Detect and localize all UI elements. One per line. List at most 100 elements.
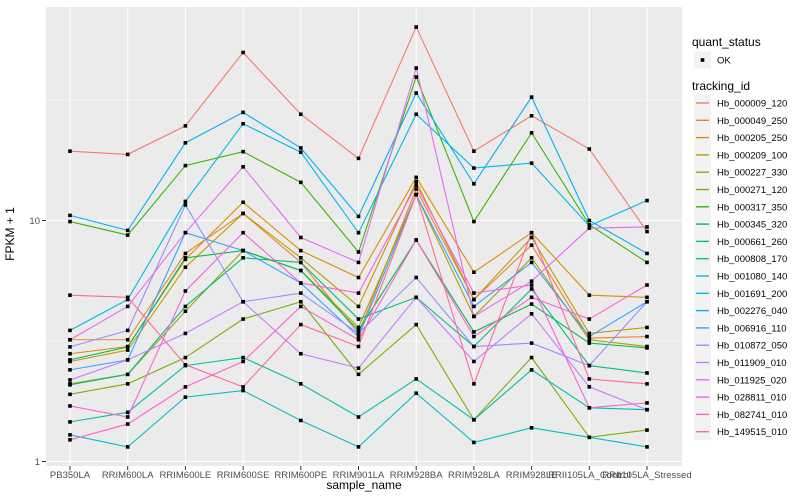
data-point <box>356 331 361 336</box>
data-point <box>587 317 592 321</box>
data-point <box>68 351 72 356</box>
x-tick-label: RRIM928LA <box>448 470 500 481</box>
legend-tracking-id-title: tracking_id <box>692 79 750 93</box>
data-point <box>356 344 361 349</box>
data-point <box>241 385 245 389</box>
data-point <box>299 281 303 285</box>
data-point <box>241 388 245 393</box>
data-point <box>645 325 649 330</box>
data-point <box>472 314 476 319</box>
data-point <box>587 331 592 336</box>
legend-item-label: Hb_000205_250 <box>717 133 787 144</box>
data-point <box>299 291 303 295</box>
data-point <box>299 268 303 273</box>
legend-item: Hb_000808_170 <box>694 250 787 268</box>
gridlines-layer <box>46 7 682 466</box>
data-point <box>529 287 534 291</box>
legend-item-label: Hb_000345_320 <box>717 220 787 231</box>
data-point <box>645 445 649 449</box>
data-point <box>241 359 245 364</box>
legend-item: Hb_000227_330 <box>694 163 787 181</box>
data-point <box>529 256 534 260</box>
data-point <box>414 91 418 95</box>
data-point <box>241 121 245 126</box>
data-point <box>587 363 592 368</box>
legend-item: Hb_000209_100 <box>694 146 787 164</box>
data-point <box>183 385 188 389</box>
x-tick-label: RRII105LA_Stressed <box>602 470 691 481</box>
data-point <box>68 420 72 424</box>
legend-item-label: Hb_000271_120 <box>717 185 787 196</box>
data-point <box>299 382 303 386</box>
data-point <box>414 391 418 396</box>
legend-item: Hb_000205_250 <box>694 129 787 147</box>
data-point <box>183 251 188 256</box>
data-point <box>472 330 476 334</box>
data-point <box>414 192 418 197</box>
data-point <box>183 362 188 367</box>
data-point <box>356 230 361 235</box>
data-point <box>645 299 649 304</box>
legend-item-label: Hb_010872_050 <box>717 341 787 352</box>
data-point <box>356 291 361 295</box>
legend-item-label: Hb_006916_110 <box>717 323 787 334</box>
legend-item: Hb_000345_320 <box>694 215 787 233</box>
data-point <box>472 270 476 275</box>
legend-item-label: Hb_011925_020 <box>717 375 787 386</box>
data-point <box>183 331 188 336</box>
data-point <box>299 351 303 356</box>
data-point <box>241 256 245 260</box>
data-point <box>529 312 534 316</box>
legend-ok-label: OK <box>717 56 731 67</box>
data-point <box>587 406 592 410</box>
ok-point-icon <box>700 58 705 62</box>
data-point <box>125 410 130 415</box>
legend-item-label: Hb_001080_140 <box>717 272 787 283</box>
legend-item-label: Hb_000009_120 <box>717 99 787 110</box>
x-axis-title: sample_name <box>326 478 402 492</box>
legend-item: Hb_002276_040 <box>694 302 787 320</box>
data-point <box>529 368 534 372</box>
data-point <box>299 180 303 185</box>
data-point <box>68 337 72 342</box>
legend-item: Hb_011909_010 <box>694 354 787 371</box>
legend-item: Hb_001080_140 <box>694 267 787 285</box>
data-point <box>587 341 592 345</box>
data-point <box>645 198 649 203</box>
legend-item: Hb_082741_010 <box>694 405 787 423</box>
data-point <box>68 149 72 153</box>
legend-item: Hb_010872_050 <box>694 336 787 354</box>
data-point <box>645 371 649 375</box>
data-point <box>414 238 418 242</box>
data-point <box>414 179 418 184</box>
data-point <box>414 183 418 188</box>
data-point <box>299 248 303 253</box>
data-point <box>125 295 130 300</box>
data-point <box>587 337 592 342</box>
data-point <box>241 299 245 304</box>
data-point <box>125 337 130 342</box>
data-point <box>587 385 592 389</box>
x-tick-label: RRIM901LA <box>333 470 385 481</box>
data-point <box>645 407 649 412</box>
x-tick-label: RRII105LA_Control <box>548 470 630 481</box>
data-point <box>183 256 188 260</box>
data-point <box>529 302 534 306</box>
data-point <box>125 304 130 309</box>
data-point <box>472 219 476 224</box>
legend-item: Hb_001691_200 <box>694 284 787 302</box>
data-point <box>299 256 303 260</box>
data-point <box>125 372 130 377</box>
data-point <box>183 355 188 360</box>
data-point <box>183 203 188 207</box>
legend: quant_status OK tracking_id Hb_000009_12… <box>692 35 787 441</box>
legend-items: Hb_000009_120 Hb_000049_250 Hb_000205_250 H… <box>694 94 787 441</box>
data-point <box>241 110 245 115</box>
data-point <box>472 291 476 295</box>
data-point <box>529 131 534 135</box>
legend-item-label: Hb_149515_010 <box>717 427 787 438</box>
data-point <box>645 382 649 386</box>
data-point <box>68 358 72 362</box>
